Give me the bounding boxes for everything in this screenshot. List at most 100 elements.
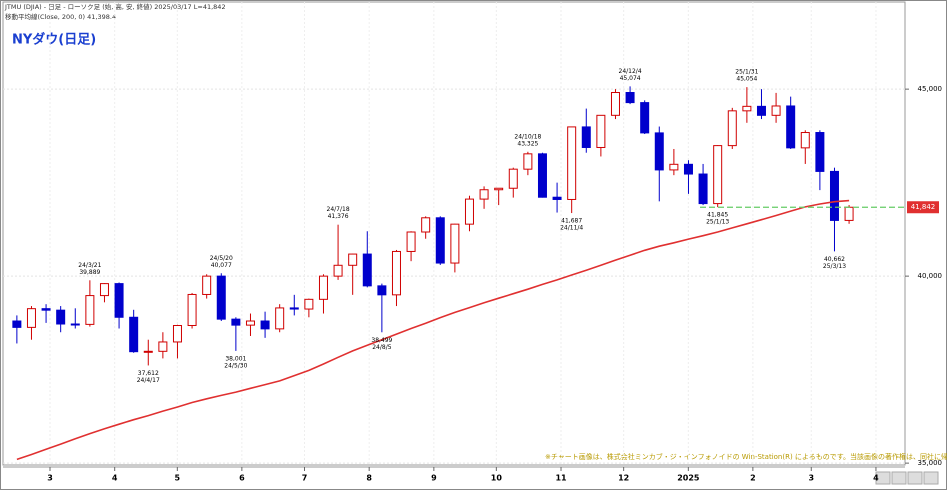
annotation-date: 24/8/5 <box>372 344 391 351</box>
annotation-value: 39,889 <box>79 269 100 276</box>
candle-body <box>713 145 723 205</box>
candle-body <box>435 217 445 264</box>
candle-body <box>829 170 839 221</box>
candle-body <box>683 163 693 175</box>
annotation-date: 24/5/30 <box>224 362 247 369</box>
y-tick-label: 45,000 <box>918 85 943 93</box>
candle-body <box>640 102 650 134</box>
candle-body <box>669 163 679 171</box>
scroll-button[interactable] <box>891 471 907 485</box>
x-tick-label: 12 <box>618 474 629 483</box>
candle-body <box>815 132 825 172</box>
annotation-date: 25/1/31 <box>735 69 758 76</box>
candle-body <box>158 341 168 352</box>
annotation-value: 41,687 <box>561 218 582 225</box>
candle-body <box>304 298 314 310</box>
x-tick-label: 2 <box>750 474 756 483</box>
last-value-label: 41,842 <box>911 203 936 211</box>
candle-body <box>596 114 606 148</box>
x-tick-label: 10 <box>491 474 503 483</box>
y-tick-label: 35,000 <box>918 459 943 467</box>
candle-body <box>85 295 95 325</box>
annotation-value: 41,845 <box>707 212 728 219</box>
annotation-value: 45,074 <box>620 75 641 82</box>
candle-body <box>464 198 474 225</box>
y-tick-label: 40,000 <box>918 272 943 280</box>
candle-body <box>202 275 212 295</box>
candle-body <box>289 307 299 310</box>
candle-body <box>742 105 752 112</box>
x-tick-label: 7 <box>302 474 308 483</box>
x-tick-label: 4 <box>873 474 879 483</box>
candle-body <box>581 126 591 148</box>
annotation-value: 38,499 <box>371 337 392 344</box>
candle-body <box>362 253 372 287</box>
annotation-date: 24/3/21 <box>78 262 101 269</box>
header-line: 移動平均線(Close, 200, 0) 41,398.4 <box>5 12 116 21</box>
x-tick-label: 11 <box>555 474 567 483</box>
last-value-box <box>907 201 939 214</box>
plot-area <box>2 1 906 466</box>
annotation-value: 43,325 <box>517 140 538 147</box>
annotation-value: 38,001 <box>225 355 246 362</box>
scroll-button[interactable] <box>907 471 923 485</box>
annotation-date: 24/11/4 <box>560 225 583 232</box>
annotation-date: 24/7/18 <box>327 206 350 213</box>
candle-body <box>406 231 416 252</box>
candle-body <box>333 264 343 277</box>
x-tick-label: 8 <box>366 474 372 483</box>
chart-title: NYダウ(日足) <box>12 32 96 48</box>
candle-body <box>654 132 664 171</box>
annotation-date: 24/10/18 <box>514 133 541 140</box>
candle-body <box>26 308 36 328</box>
candle-body <box>421 217 431 233</box>
x-tick-label: 3 <box>808 474 814 483</box>
candle-body <box>275 307 285 330</box>
annotation-date: 24/12/4 <box>619 68 642 75</box>
scroll-button[interactable] <box>875 471 891 485</box>
candle-body <box>318 275 328 300</box>
candle-body <box>479 189 489 200</box>
moving-average-line <box>16 199 850 461</box>
annotation-date: 25/1/13 <box>706 219 729 226</box>
candle-body <box>99 283 109 297</box>
x-tick-label: 4 <box>112 474 118 483</box>
candle-body <box>216 275 226 320</box>
candle-body <box>260 320 270 330</box>
annotation-value: 40,077 <box>211 262 232 269</box>
candle-body <box>377 285 387 296</box>
annotation-value: 37,612 <box>138 370 159 377</box>
candle-body <box>70 323 80 326</box>
x-tick-label: 3 <box>47 474 53 483</box>
candle-body <box>494 187 504 191</box>
candle-body <box>786 105 796 149</box>
annotation-date: 25/3/13 <box>823 263 846 270</box>
candle-body <box>625 92 635 104</box>
candle-body <box>523 153 533 170</box>
candle-body <box>231 318 241 326</box>
annotation-value: 40,662 <box>824 256 845 263</box>
candle-body <box>187 293 197 327</box>
candle-body <box>348 253 358 266</box>
candle-body <box>143 350 153 353</box>
candle-body <box>114 283 124 318</box>
note: ※チャート画像は、株式会社ミンカブ・ジ・インフォノイドの Win-Station… <box>545 452 947 461</box>
annotation-date: 24/5/20 <box>210 255 233 262</box>
candle-body <box>771 105 781 116</box>
candle-body <box>450 223 460 264</box>
candle-body <box>698 173 708 205</box>
x-tick-label: 6 <box>239 474 245 483</box>
scroll-button[interactable] <box>923 471 939 485</box>
x-tick-label: 2025 <box>677 474 700 483</box>
candle-body <box>129 316 139 353</box>
candle-body <box>172 325 182 343</box>
candle-body <box>756 105 766 116</box>
candle-body <box>508 168 518 189</box>
candle-body <box>844 206 854 221</box>
candle-body <box>610 92 620 116</box>
candle-body <box>567 126 577 200</box>
annotation-value: 41,376 <box>328 213 349 220</box>
candle-body <box>800 132 810 149</box>
